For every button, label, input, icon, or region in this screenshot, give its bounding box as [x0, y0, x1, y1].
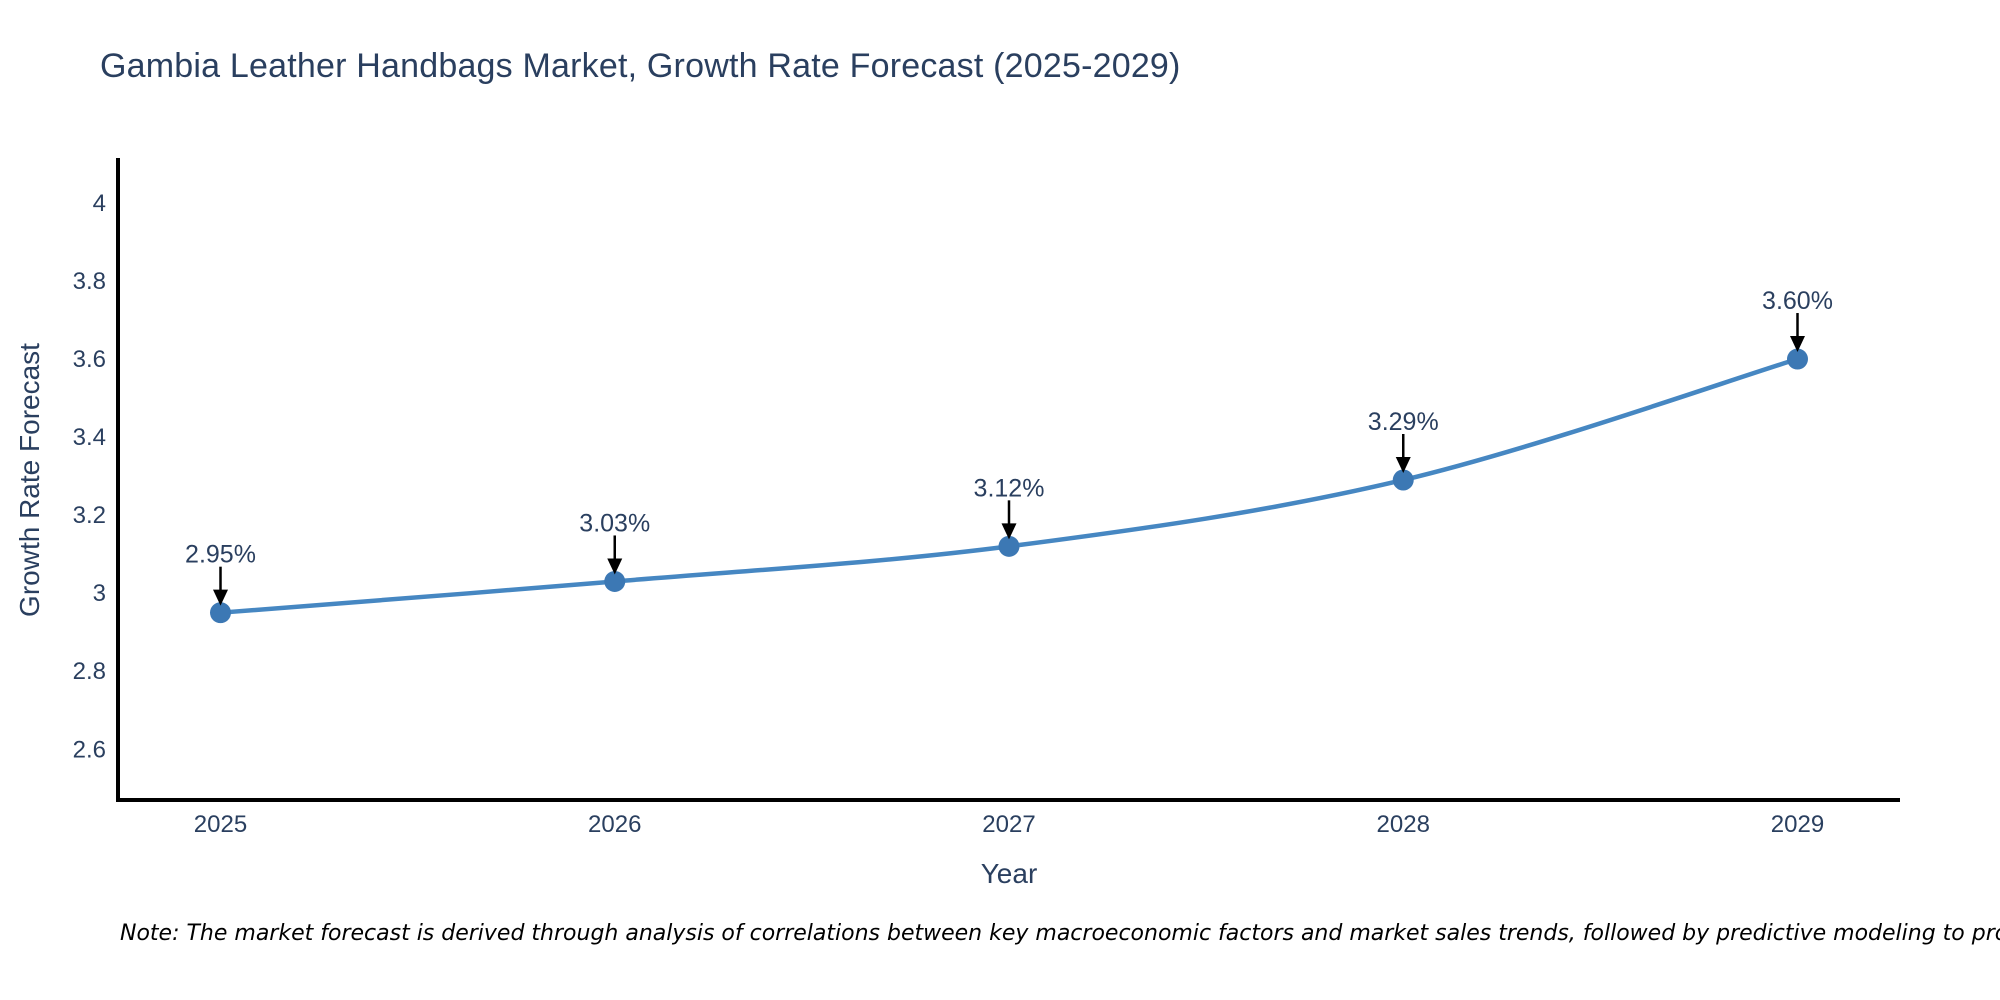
annotation-arrowhead [1395, 457, 1411, 473]
data-point-marker[interactable] [210, 602, 232, 624]
y-tick-label: 2.8 [73, 658, 106, 685]
data-point-marker[interactable] [1786, 348, 1808, 370]
x-tick-label: 2028 [1377, 811, 1430, 838]
y-tick-label: 3.2 [73, 502, 106, 529]
data-point-marker[interactable] [1392, 469, 1414, 491]
data-point-marker[interactable] [998, 535, 1020, 557]
y-tick-label: 4 [93, 190, 106, 217]
annotation-arrowhead [607, 558, 623, 575]
x-axis-title: Year [980, 858, 1038, 889]
y-tick-label: 3 [93, 580, 106, 607]
point-value-label: 3.60% [1762, 287, 1833, 315]
point-value-label: 3.12% [974, 474, 1045, 502]
annotation-arrowhead [1789, 336, 1805, 353]
point-value-label: 3.29% [1368, 408, 1439, 436]
y-tick-label: 3.4 [73, 424, 106, 451]
point-value-label: 3.03% [579, 509, 650, 537]
y-tick-label: 3.8 [73, 268, 106, 295]
x-tick-label: 2029 [1771, 811, 1824, 838]
point-value-label: 2.95% [185, 541, 256, 569]
annotation-arrowhead [213, 589, 229, 606]
y-tick-label: 3.6 [73, 346, 106, 373]
chart-title: Gambia Leather Handbags Market, Growth R… [100, 47, 1181, 85]
data-point-marker[interactable] [604, 570, 626, 592]
y-tick-label: 2.6 [73, 736, 106, 763]
annotation-arrowhead [1001, 523, 1017, 540]
x-tick-label: 2027 [982, 811, 1035, 838]
x-tick-label: 2025 [194, 811, 247, 838]
footnote: Note: The market forecast is derived thr… [120, 921, 2000, 946]
x-tick-label: 2026 [588, 811, 641, 838]
